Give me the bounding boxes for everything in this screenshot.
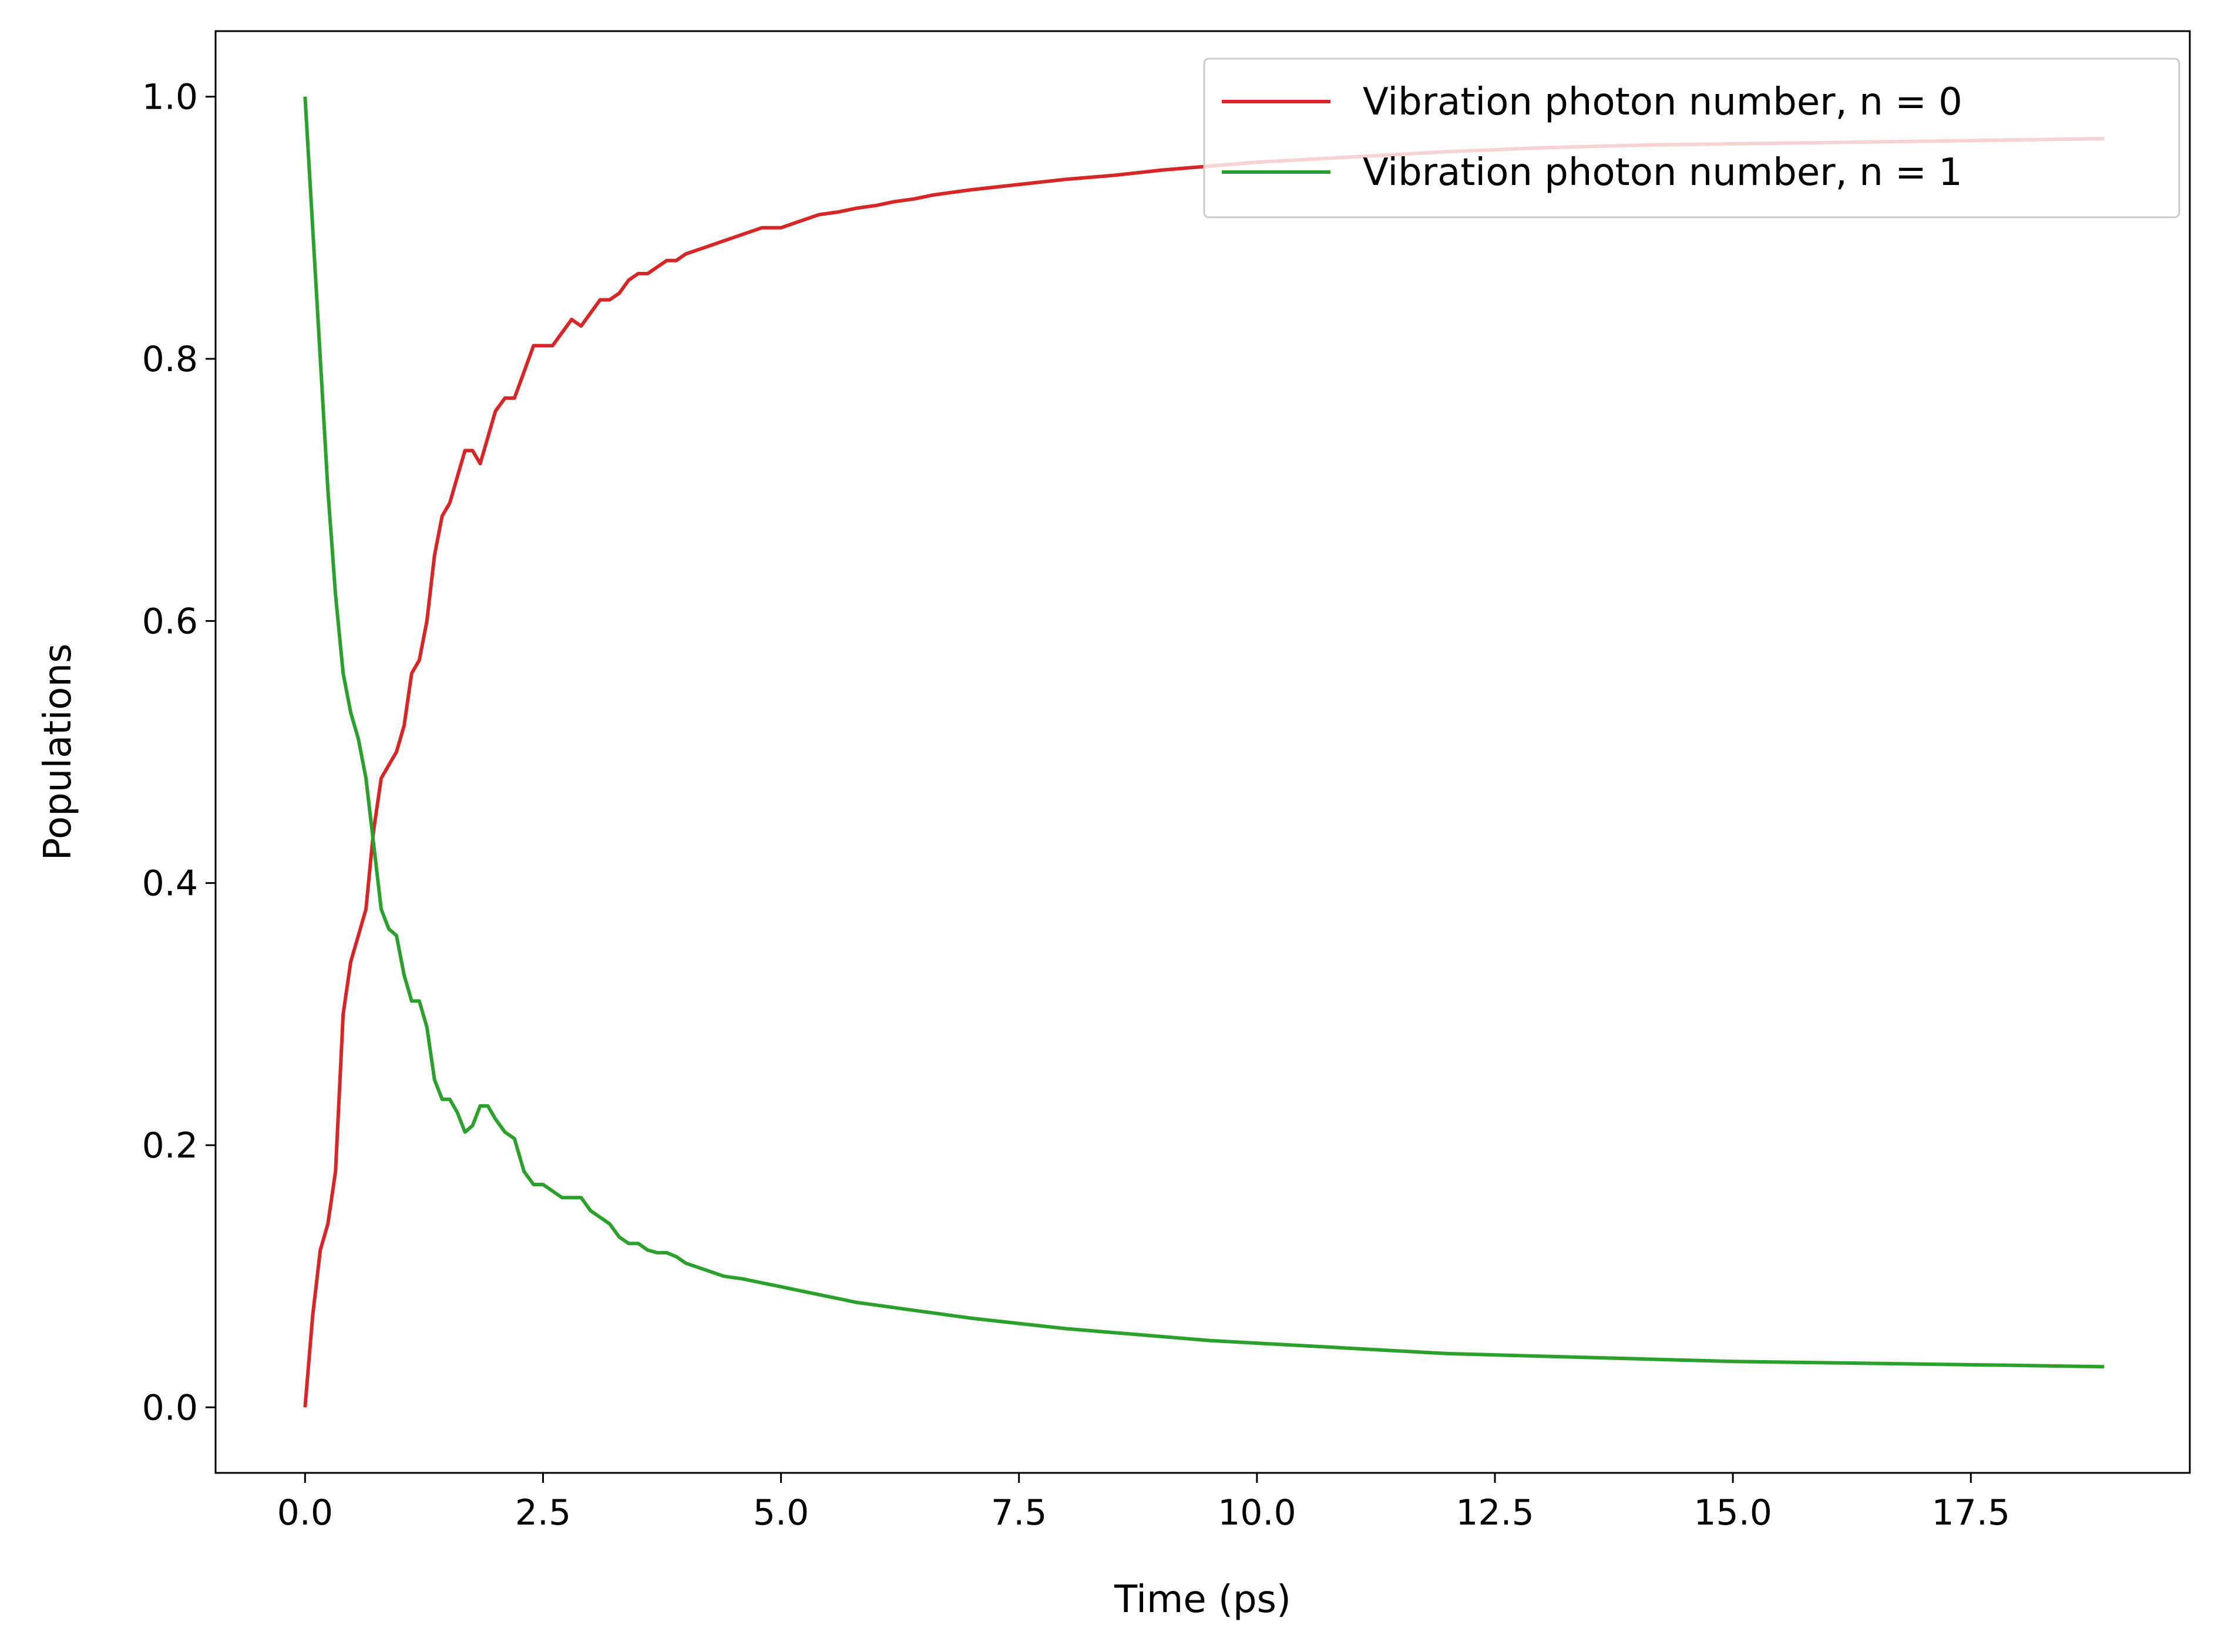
plot-lines	[303, 96, 2105, 1408]
y-axis-label: Populations	[36, 644, 80, 861]
x-tick-label: 10.0	[1218, 1492, 1296, 1533]
y-tick-label: 1.0	[142, 77, 198, 118]
y-tick-label: 0.0	[142, 1387, 198, 1428]
axes-frame	[214, 30, 2191, 1474]
legend-label-n0: Vibration photon number, n = 0	[1363, 80, 1962, 124]
x-tick-label: 12.5	[1456, 1492, 1534, 1533]
x-axis-label: Time (ps)	[1114, 1578, 1291, 1621]
y-tick-label: 0.6	[142, 601, 198, 642]
series-line-n1	[303, 96, 2105, 1369]
y-axis-ticks: 0.0 0.2 0.4 0.6 0.8 1.0	[142, 77, 216, 1428]
y-tick-label: 0.2	[142, 1125, 198, 1166]
y-tick-label: 0.8	[142, 339, 198, 380]
legend-label-n1: Vibration photon number, n = 1	[1363, 151, 1962, 194]
x-tick-label: 0.0	[277, 1492, 333, 1533]
x-tick-label: 17.5	[1931, 1492, 2010, 1533]
legend-box	[1203, 58, 2180, 218]
x-tick-label: 15.0	[1693, 1492, 1772, 1533]
x-axis-ticks: 0.0 2.5 5.0 7.5 10.0 12.5 15.0 17.5	[277, 1473, 2010, 1533]
x-tick-label: 7.5	[991, 1492, 1047, 1533]
series-line-n0	[303, 137, 2105, 1408]
x-tick-label: 2.5	[515, 1492, 571, 1533]
x-tick-label: 5.0	[753, 1492, 809, 1533]
y-tick-label: 0.4	[142, 863, 198, 904]
legend: Vibration photon number, n = 0 Vibration…	[1203, 58, 2180, 218]
